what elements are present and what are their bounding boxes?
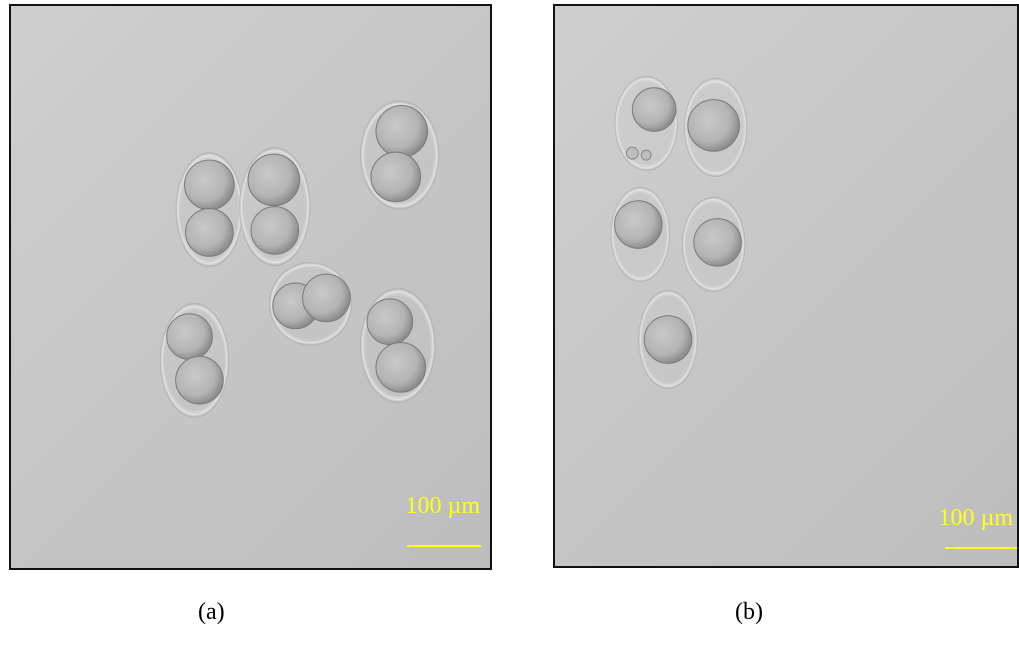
embryo-cells-a (159, 100, 440, 418)
embryo (610, 186, 671, 283)
embryo (683, 77, 748, 177)
embryo (159, 302, 230, 418)
embryo (175, 152, 244, 268)
embryo-cells-b (610, 75, 748, 390)
scale-bar-label: 100 µm (405, 493, 481, 519)
micrograph-panel-b: 100 µm (553, 4, 1019, 568)
scale-bar (407, 545, 481, 547)
embryo (614, 75, 678, 171)
micrograph-panel-a: 100 µm (9, 4, 492, 570)
embryo (268, 262, 353, 346)
embryo (360, 287, 436, 404)
embryo (360, 100, 440, 210)
scale-bar-label: 100 µm (938, 505, 1014, 531)
embryo (681, 196, 746, 292)
embryo (638, 289, 698, 390)
scale-bar (945, 547, 1017, 549)
panel-caption-a: (a) (198, 599, 225, 625)
embryo (239, 147, 311, 267)
panel-caption-b: (b) (735, 599, 763, 625)
